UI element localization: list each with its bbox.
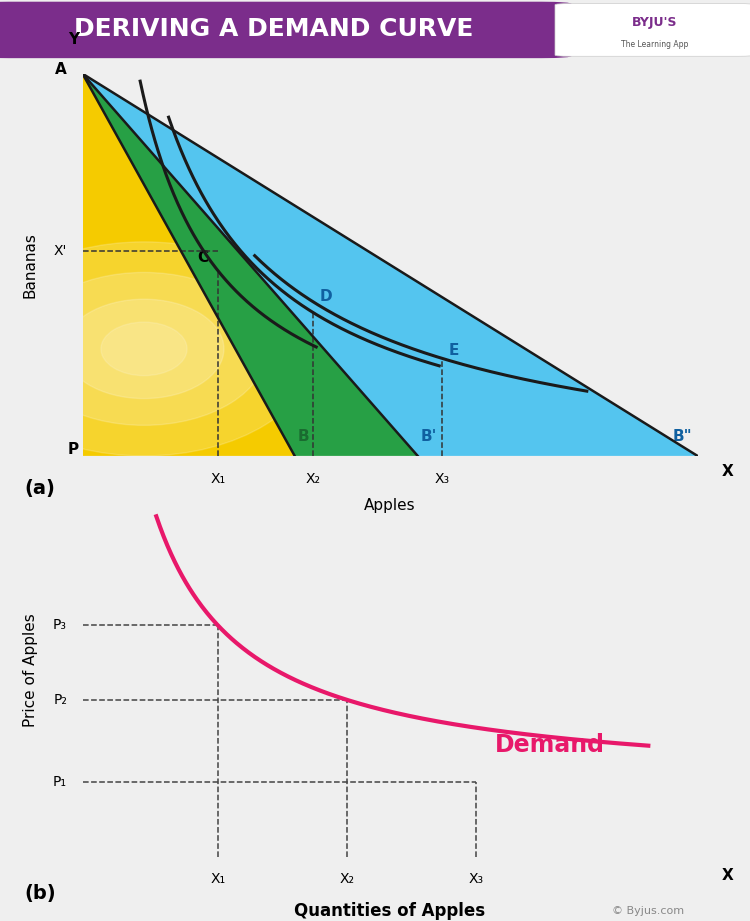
Text: X: X bbox=[722, 463, 734, 479]
Text: Y: Y bbox=[68, 32, 79, 47]
Text: Demand: Demand bbox=[495, 732, 605, 757]
Text: B: B bbox=[298, 428, 309, 444]
Polygon shape bbox=[82, 74, 295, 456]
Text: X₃: X₃ bbox=[435, 472, 450, 485]
FancyBboxPatch shape bbox=[555, 4, 750, 56]
Circle shape bbox=[64, 299, 224, 399]
Text: X₂: X₂ bbox=[340, 871, 355, 886]
Text: Apples: Apples bbox=[364, 498, 416, 513]
Text: The Learning App: The Learning App bbox=[621, 41, 688, 50]
Text: X₂: X₂ bbox=[306, 472, 321, 485]
Text: X₃: X₃ bbox=[469, 871, 484, 886]
Text: X: X bbox=[722, 868, 734, 882]
Text: © Byjus.com: © Byjus.com bbox=[612, 905, 684, 915]
Text: BYJU'S: BYJU'S bbox=[632, 17, 677, 29]
Polygon shape bbox=[82, 74, 698, 456]
Text: Bananas: Bananas bbox=[22, 232, 38, 297]
Text: D: D bbox=[320, 289, 332, 304]
Text: DERIVING A DEMAND CURVE: DERIVING A DEMAND CURVE bbox=[74, 17, 473, 41]
Text: A: A bbox=[56, 63, 68, 77]
Text: Quantities of Apples: Quantities of Apples bbox=[295, 902, 485, 919]
Polygon shape bbox=[82, 74, 418, 456]
Text: P₂: P₂ bbox=[53, 693, 68, 707]
Text: (b): (b) bbox=[24, 884, 56, 904]
Text: C: C bbox=[197, 250, 208, 265]
Text: X₁: X₁ bbox=[210, 871, 225, 886]
Text: B': B' bbox=[421, 428, 437, 444]
Text: E: E bbox=[448, 343, 459, 357]
Text: P₃: P₃ bbox=[53, 618, 68, 633]
Text: B": B" bbox=[673, 428, 692, 444]
Text: P: P bbox=[68, 442, 79, 458]
Text: P₁: P₁ bbox=[53, 775, 68, 789]
FancyBboxPatch shape bbox=[0, 3, 572, 57]
Text: (a): (a) bbox=[24, 479, 55, 498]
Circle shape bbox=[21, 273, 267, 426]
Circle shape bbox=[101, 322, 187, 376]
Text: X₁: X₁ bbox=[210, 472, 225, 485]
Circle shape bbox=[0, 242, 316, 456]
Text: Price of Apples: Price of Apples bbox=[22, 613, 38, 727]
Text: X': X' bbox=[54, 244, 68, 259]
